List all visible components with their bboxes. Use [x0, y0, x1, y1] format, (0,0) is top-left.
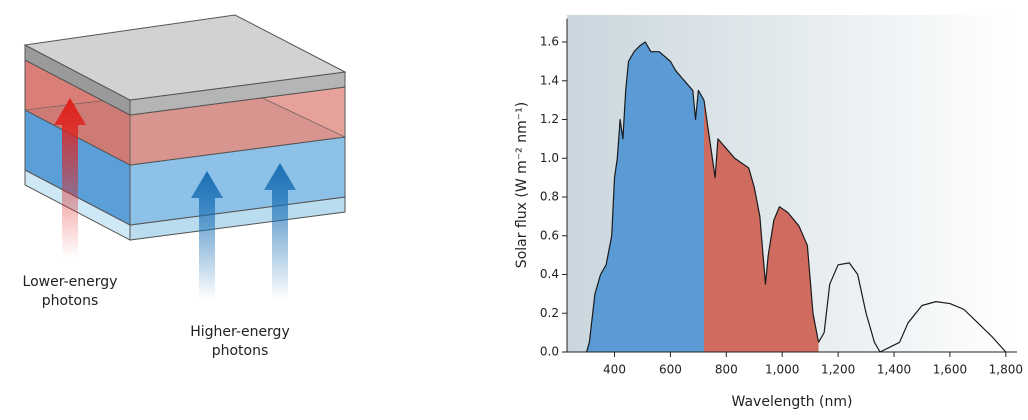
top-slab-top	[23, 14, 347, 101]
x-tick-label: 600	[659, 363, 682, 377]
x-tick-label: 1,600	[933, 363, 967, 377]
label: photons	[42, 293, 99, 309]
x-tick-label: 1,000	[765, 363, 799, 377]
x-tick-label: 1,800	[989, 363, 1023, 377]
x-tick-label: 800	[715, 363, 738, 377]
blue-arrow	[191, 171, 223, 300]
area	[703, 100, 819, 352]
area	[586, 42, 704, 352]
y-tick-label: 0.8	[540, 190, 559, 204]
red-arrow	[54, 98, 86, 258]
plot: 0.0 0.2 0.4 0.6 0.8 1.0 1.2 1.4 1.6 400 600 800 1,00…	[540, 18, 1023, 377]
y-tick-label: 0.4	[540, 267, 559, 281]
blue-arrow	[264, 163, 296, 300]
x-tick-label: 1,200	[821, 363, 855, 377]
y-tick-label: 0.6	[540, 228, 559, 242]
x-tick-label: 400	[603, 363, 626, 377]
line	[585, 41, 705, 353]
y-tick-label: 1.6	[540, 35, 559, 49]
x-axis-title: Wavelength (nm)	[732, 394, 853, 410]
label: Lower-energy	[23, 274, 118, 290]
label: photons	[212, 343, 269, 359]
diagram: Lower-energy photons Higher-energy photo…	[23, 14, 347, 359]
line	[818, 262, 1007, 353]
line	[703, 100, 820, 343]
y-axis-title: Solar flux (W m⁻² nm⁻¹)	[514, 102, 530, 268]
y-tick-label: 0.2	[540, 306, 559, 320]
x-tick-label: 1,400	[877, 363, 911, 377]
y-tick-label: 1.0	[540, 151, 559, 165]
y-tick-label: 1.4	[540, 73, 559, 87]
y-tick-label: 0.0	[540, 345, 559, 359]
y-tick-label: 1.2	[540, 112, 559, 126]
label: Higher-energy	[190, 324, 289, 340]
